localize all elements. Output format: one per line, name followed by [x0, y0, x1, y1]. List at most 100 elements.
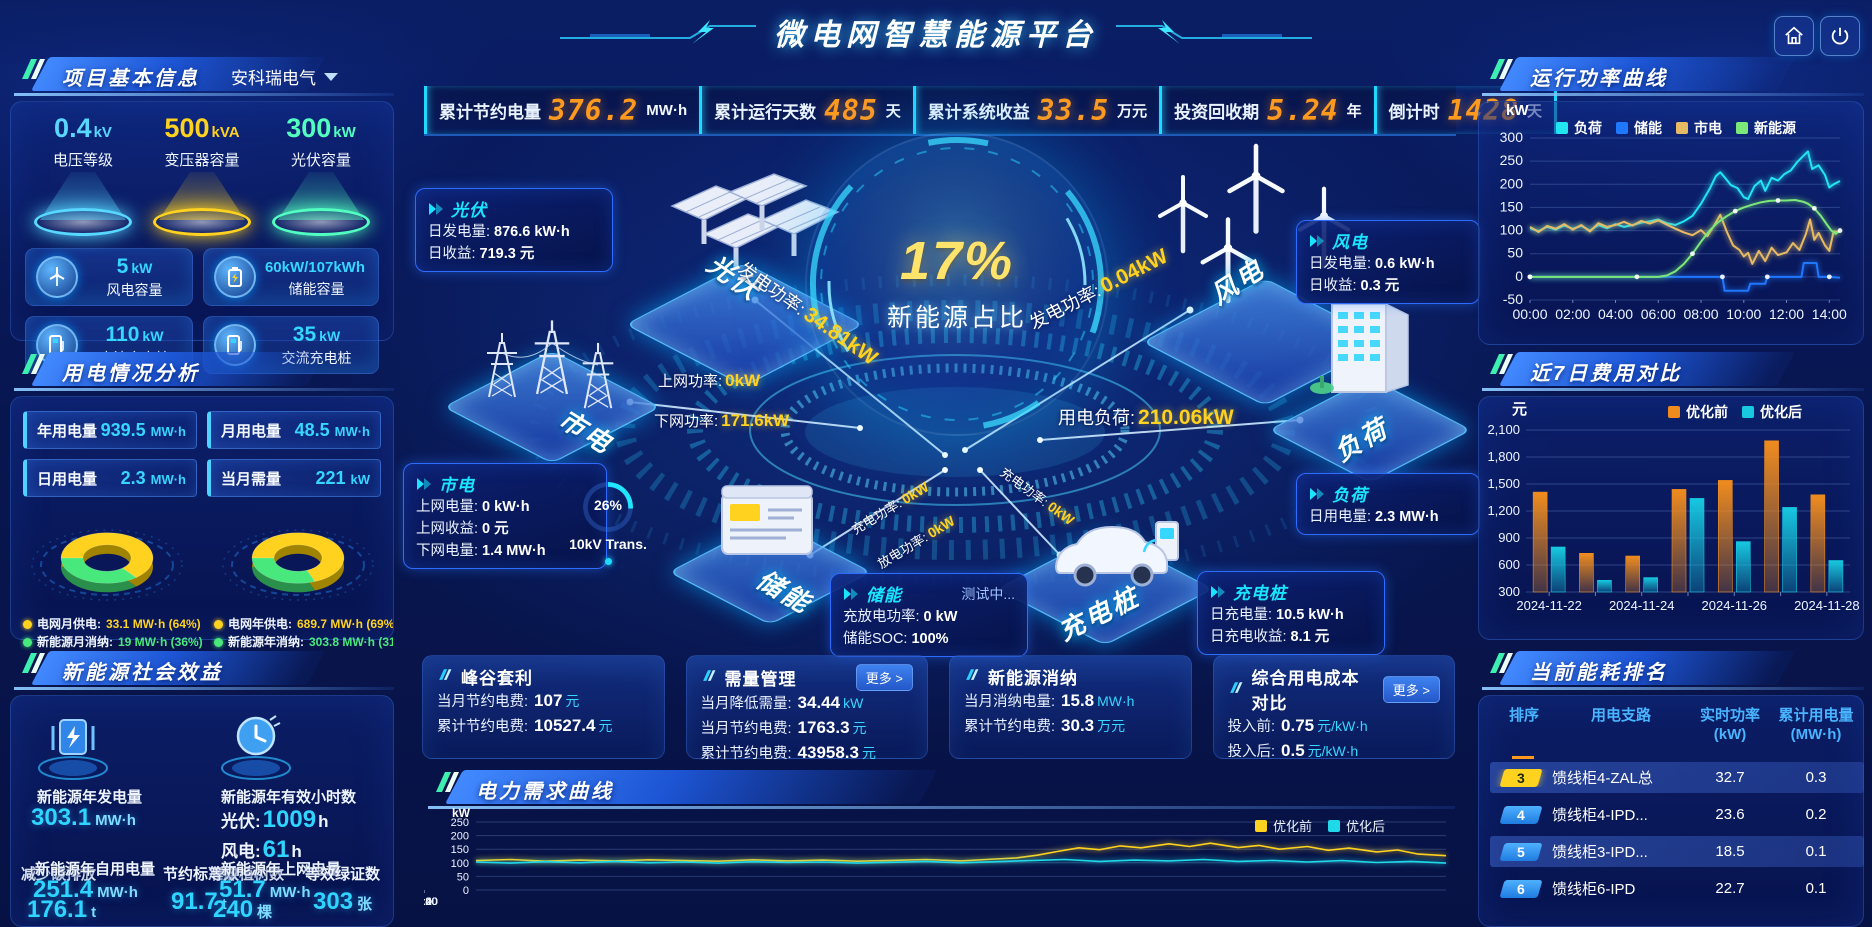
card-corner-icon — [701, 667, 717, 688]
table-row[interactable]: 4 馈线柜4-IPD... 23.6 0.2 — [1490, 799, 1864, 830]
svg-text:00:00: 00:00 — [1512, 306, 1547, 322]
svg-text:04:00: 04:00 — [1598, 306, 1633, 322]
storage-info-box: 储能 测试中... 充放电功率: 0 kW 储能SOC: 100% — [830, 573, 1028, 657]
spotlight-value: 500 kVA — [164, 113, 240, 143]
branch-cell: 馈线柜4-ZAL总 — [1552, 770, 1653, 787]
pagination-dot[interactable] — [604, 558, 612, 565]
card-stat-row: 投入前: 0.75 元/kW·h — [1227, 716, 1368, 735]
capacity-value: 110 kW — [105, 322, 164, 346]
svg-text:2024-11-26: 2024-11-26 — [1702, 598, 1768, 613]
spotlight-beam — [278, 172, 364, 220]
play-icon — [417, 477, 431, 490]
play-icon — [844, 587, 858, 600]
ev-charger-icon — [1054, 521, 1179, 587]
battery-badge — [213, 256, 256, 298]
capacity-spotlight: 500 kVA 变压器容量 — [146, 114, 258, 236]
ranking-header-cell: 用电支路 — [1590, 707, 1651, 724]
panel-benefits-title: 新能源社会效益 — [62, 662, 223, 684]
table-row[interactable]: 3 馈线柜4-ZAL总 32.7 0.3 — [1490, 762, 1864, 793]
table-row[interactable]: 5 馈线柜3-IPD... 18.5 0.1 — [1490, 836, 1864, 867]
svg-text:-50: -50 — [1503, 291, 1523, 307]
new-energy-share-label: 新能源占比 — [886, 304, 1027, 332]
company-dropdown[interactable]: 安科瑞电气 — [231, 64, 338, 89]
panel-usage-header: 用电情况分析 — [10, 350, 394, 392]
legend-item: 优化后 — [1328, 816, 1385, 835]
power-icon — [1831, 27, 1849, 45]
card-title: 需量管理 — [724, 670, 797, 689]
new-energy-share-value: 17% — [899, 231, 1015, 291]
card-stat-row: 累计节约电费: 43958.3 元 — [700, 743, 876, 762]
legend-label: 电网月供电: — [37, 617, 101, 631]
card-stat-row: 当月节约电费: 1763.3 元 — [700, 718, 867, 737]
usage-stat-label: 日用电量 — [37, 470, 98, 488]
donut-legend-row: 电网年供电: 689.7 MW·h (69%) — [214, 615, 393, 633]
donut-legend: 电网月供电: 33.1 MW·h (64%) 新能源月消纳: 19 MW·h (3… — [11, 615, 202, 651]
certs-label: 等效绿证数 — [305, 866, 381, 883]
grid-export-label: 新能源年上网电量 — [221, 861, 342, 878]
kpi-label: 累计运行天数 — [714, 102, 817, 122]
corner-flag-icon — [1490, 653, 1513, 673]
capacity-value: 5 kW — [116, 254, 153, 278]
power-button[interactable] — [1820, 16, 1860, 56]
legend-swatch — [1668, 406, 1680, 418]
svg-text:14:00: 14:00 — [424, 896, 438, 908]
wind-info-box: 风电 日发电量: 0.6 kW·h 日收益: 0.3 元 — [1296, 220, 1480, 304]
panel-usage-analysis: 用电情况分析 年用电量 939.5 MW·h 月用电量 48.5 MW·h 日用电量 2.… — [10, 350, 394, 649]
kpi-item: 累计节约电量 376.2 MW·h — [424, 86, 699, 134]
coal-label: 节约标准煤 — [163, 866, 239, 883]
coal-value: 91.7 — [171, 888, 218, 915]
svg-text:200: 200 — [1500, 175, 1524, 191]
panel-power-title: 运行功率曲线 — [1530, 68, 1668, 90]
play-icon — [1211, 585, 1225, 598]
year-supply-donut — [202, 503, 393, 615]
co2-value: 176.1 — [27, 896, 88, 923]
gen-value: 303.1 — [31, 804, 92, 831]
power-cell: 32.7 — [1715, 769, 1745, 786]
svg-text:2,100: 2,100 — [1487, 422, 1520, 437]
kpi-unit: 天 — [885, 102, 901, 120]
supply-donut-charts — [11, 503, 393, 615]
building-icon — [1310, 302, 1409, 394]
donut-legend: 电网年供电: 689.7 MW·h (69%) 新能源年消纳: 303.8 MW·… — [202, 615, 393, 651]
legend-value: 19 MW·h (36%) — [118, 635, 202, 649]
more-button[interactable]: 更多 > — [1382, 675, 1440, 703]
gauge-percent: 26% — [593, 497, 623, 513]
panel-project-header: 项目基本信息 安科瑞电气 — [10, 55, 394, 97]
card-corner-icon — [964, 666, 980, 687]
branch-cell: 馈线柜3-IPD... — [1552, 844, 1648, 861]
card-stat-row: 当月消纳电量: 15.8 MW·h — [964, 691, 1135, 710]
svg-text:150: 150 — [1500, 198, 1524, 214]
kpi-unit: MW·h — [646, 101, 688, 119]
summary-card: 需量管理 更多 > 当月降低需量: 34.44 kW 当月节约电费: 1763.3 元累计节约… — [685, 655, 928, 762]
summary-card: 新能源消纳 当月消纳电量: 15.8 MW·h 累计节约电费: 30.3 万元 — [949, 655, 1192, 759]
spotlight-value: 300 kW — [286, 113, 356, 143]
kpi-label: 投资回收期 — [1174, 102, 1260, 122]
flow-from-grid: 下网功率: 171.6kW — [654, 411, 790, 430]
power-chart-legend: 负荷 储能 市电 新能源 — [1556, 118, 1796, 138]
kpi-value: 5.24 — [1267, 93, 1339, 127]
more-button[interactable]: 更多 > — [855, 664, 913, 691]
power-cell: 22.7 — [1715, 880, 1745, 897]
usage-stat: 当月需量 221 kW — [207, 459, 381, 497]
usage-stat-label: 年用电量 — [37, 422, 98, 440]
legend-swatch — [1676, 122, 1688, 134]
table-row[interactable]: 6 馈线柜6-IPD 22.7 0.1 — [1490, 873, 1864, 904]
legend-swatch — [1616, 122, 1628, 134]
wind-badge — [36, 256, 78, 298]
branch-cell: 馈线柜4-IPD... — [1552, 807, 1648, 824]
flow-load-power: 用电负荷: 210.06kW — [1058, 406, 1234, 429]
svg-text:0: 0 — [1515, 268, 1523, 284]
summary-cards: 峰谷套利 当月节约电费: 107 元累计节约电费: 10527.4 元 需量管理 更多 > 当月… — [422, 655, 1455, 762]
usage-stat-value: 221 kW — [315, 467, 370, 488]
usage-stat-value: 2.3 MW·h — [120, 467, 186, 488]
gauge-ring — [583, 482, 633, 532]
sphere-rings — [810, 137, 1104, 431]
summary-card: 综合用电成本对比 更多 > 投入前: 0.75 元/kW·h 投入后: 0.5 元/kW·h — [1212, 655, 1455, 760]
card-stat-row: 当月降低需量: 34.44 kW — [700, 693, 864, 712]
svg-text:14:00: 14:00 — [1812, 306, 1847, 322]
card-stat-row: 当月节约电费: 107 元 — [437, 691, 580, 710]
home-button[interactable] — [1774, 16, 1814, 56]
panel-ranking-header: 当前能耗排名 — [1478, 649, 1864, 691]
legend-label: 电网年供电: — [228, 617, 292, 631]
capacity-card: 5 kW 风电容量 — [25, 248, 193, 306]
